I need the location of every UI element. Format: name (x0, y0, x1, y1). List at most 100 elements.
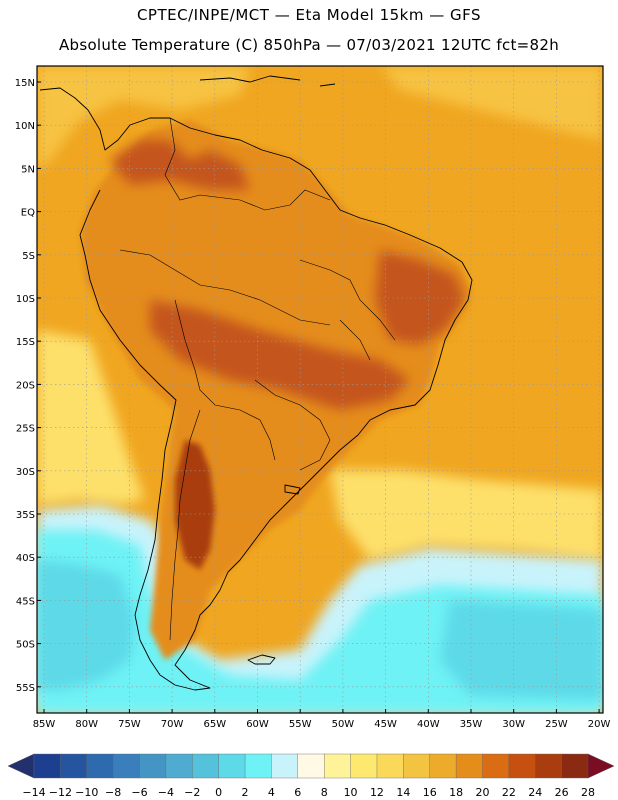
colorbar-label: 12 (370, 786, 384, 799)
longitude-label: 20W (588, 719, 611, 730)
colorbar-swatch (561, 753, 589, 779)
colorbar-label: −8 (105, 786, 121, 799)
hot-region-northeast (375, 250, 465, 345)
colorbar-swatch (112, 753, 141, 779)
colorbar-label: 8 (321, 786, 328, 799)
colorbar-swatch (33, 753, 61, 779)
latitude-label: 15S (16, 337, 35, 348)
longitude-label: 70W (161, 719, 184, 730)
longitude-label: 75W (118, 719, 141, 730)
colorbar-swatch (429, 753, 457, 779)
colorbar-label: 16 (423, 786, 437, 799)
cool-water-blue-east (440, 600, 603, 700)
colorbar-label: 14 (396, 786, 410, 799)
colorbar-label: 22 (502, 786, 516, 799)
colorbar-swatch (271, 753, 299, 779)
colorbar-swatch (218, 753, 246, 779)
colorbar-swatch (482, 753, 510, 779)
ocean-yellow-patch-ne (380, 66, 603, 140)
cool-water-blue (37, 560, 135, 690)
border-lines-4 (169, 409, 201, 641)
longitude-label: 60W (246, 719, 269, 730)
colorbar-swatch (244, 753, 272, 779)
latitude-label: 20S (16, 380, 35, 391)
longitude-label: 85W (33, 719, 56, 730)
ocean-yellow-band-atlantic (330, 470, 603, 560)
latitude-label: 30S (16, 467, 35, 478)
longitude-label: 45W (374, 719, 397, 730)
latitude-label: 5N (21, 164, 35, 175)
country-borders (119, 117, 396, 641)
colorbar-swatch (165, 753, 193, 779)
coastline (39, 75, 473, 691)
colorbar-under-triangle (7, 753, 35, 779)
colorbar-swatch (86, 753, 114, 779)
border-lines-6 (299, 259, 396, 361)
latitude-label: 45S (16, 596, 35, 607)
colorbar-swatch (297, 753, 325, 779)
colorbar-label: 2 (242, 786, 249, 799)
lake-lagoa-dos-patos (284, 484, 301, 495)
colorbar (7, 753, 615, 779)
colorbar-label: 26 (555, 786, 569, 799)
border-lines-5 (254, 379, 331, 471)
ocean-yellow-patch-nw (37, 66, 250, 170)
latitude-label: EQ (21, 208, 35, 219)
longitude-label: 30W (502, 719, 525, 730)
colorbar-label: 4 (268, 786, 275, 799)
colorbar-label: 20 (475, 786, 489, 799)
ocean-yellow-band-pacific (37, 330, 145, 505)
caribbean-islands (199, 75, 336, 87)
hot-region-argentina (175, 440, 215, 570)
colorbar-label: −4 (158, 786, 174, 799)
colorbar-label: 0 (215, 786, 222, 799)
map-field (37, 66, 603, 713)
longitude-label: 65W (203, 719, 226, 730)
border-lines-3 (174, 299, 276, 461)
colorbar-swatch (350, 753, 378, 779)
colorbar-label: 28 (581, 786, 595, 799)
map-title-line1: CPTEC/INPE/MCT — Eta Model 15km — GFS (136, 6, 482, 24)
border-lines-2 (119, 249, 331, 326)
colorbar-swatch (403, 753, 431, 779)
map-title-line2: Absolute Temperature (C) 850hPa — 07/03/… (58, 36, 560, 54)
colorbar-label: −6 (131, 786, 147, 799)
latitude-label: 35S (16, 510, 35, 521)
latitude-label: 15N (15, 78, 35, 89)
longitude-labels: 85W 80W 75W 70W 65W 60W 55W 50W 45W 40W 35W 30W 25W 2… (33, 709, 611, 730)
colorbar-swatch (376, 753, 404, 779)
latitude-labels: 15N 10N 5N EQ 5S 10S 15S 20S 25S 30S 35S 40S 45S 50S 5… (15, 78, 41, 694)
colorbar-label: −14 (22, 786, 45, 799)
colorbar-swatch (508, 753, 536, 779)
colorbar-swatch (139, 753, 167, 779)
map-frame (36, 65, 604, 714)
colorbar-swatch (192, 753, 220, 779)
latitude-label: 55S (16, 683, 35, 694)
latitude-label: 10S (16, 294, 35, 305)
colorbar-label: 24 (528, 786, 542, 799)
latitude-label: 5S (22, 251, 35, 262)
longitude-label: 80W (75, 719, 98, 730)
colorbar-label: −10 (75, 786, 98, 799)
colorbar-swatch (323, 753, 352, 779)
colorbar-label: 6 (294, 786, 301, 799)
colorbar-swatch (535, 753, 563, 779)
latitude-label: 10N (15, 121, 35, 132)
border-lines-1 (164, 117, 331, 211)
longitude-label: 25W (545, 719, 568, 730)
latitude-label: 50S (16, 640, 35, 651)
south-america-coast (39, 87, 473, 691)
colorbar-labels: −14 −12 −10 −8 −6 −4 −2 0 2 4 6 8 10 12 14 16 18 20 22 24 26… (22, 786, 595, 799)
colorbar-swatch (60, 753, 88, 779)
colorbar-swatch (455, 753, 483, 779)
longitude-label: 35W (460, 719, 483, 730)
colorbar-label: 18 (449, 786, 463, 799)
colorbar-over-triangle (587, 753, 615, 779)
latitude-label: 40S (16, 553, 35, 564)
colorbar-label: −2 (184, 786, 200, 799)
colorbar-label: 10 (344, 786, 358, 799)
longitude-label: 40W (417, 719, 440, 730)
falkland-islands (247, 654, 276, 665)
colorbar-label: −12 (49, 786, 72, 799)
